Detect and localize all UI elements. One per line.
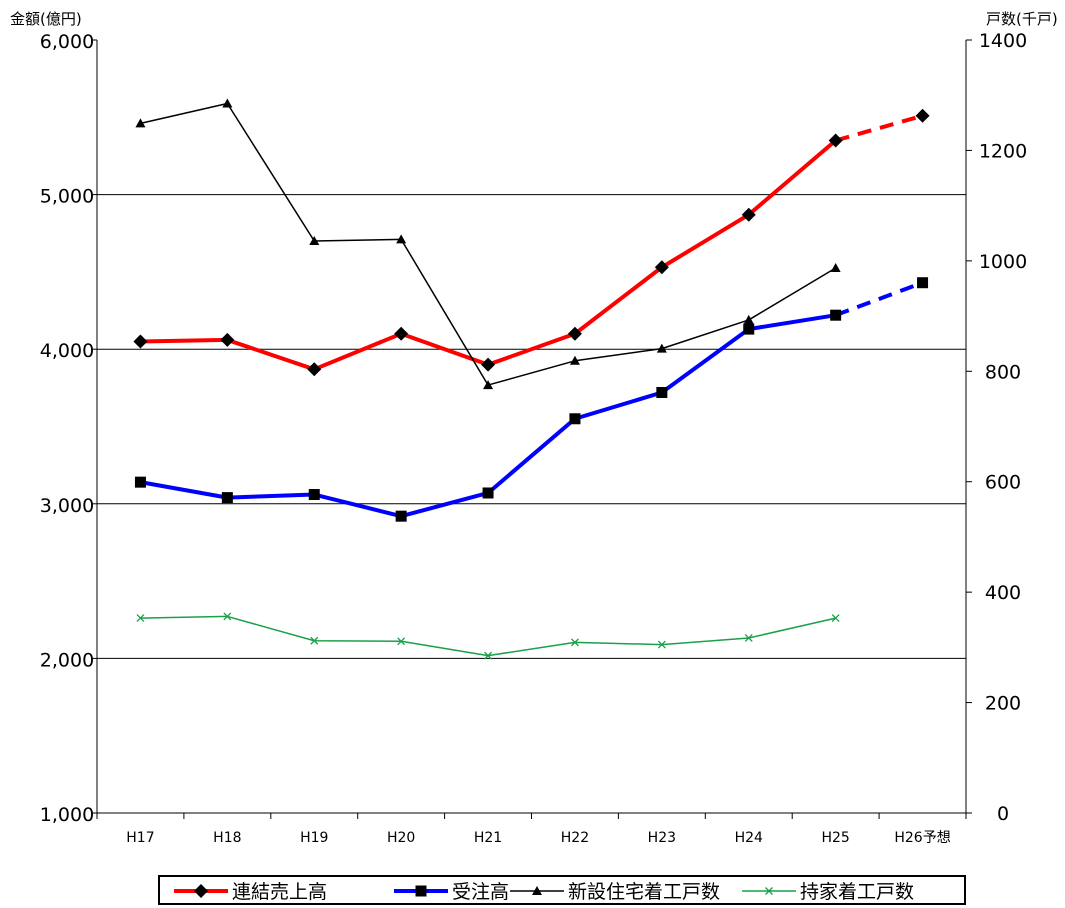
data-point-受注高 xyxy=(395,510,407,522)
data-point-新設住宅着工戸数 xyxy=(396,234,407,244)
marker-stroke xyxy=(570,638,579,647)
left-tick-label: 2,000 xyxy=(40,649,94,671)
left-axis-title: 金額(億円) xyxy=(10,10,82,28)
legend-marker xyxy=(765,887,773,895)
data-point-持家着工戸数 xyxy=(310,636,319,645)
right-tick-label: 1200 xyxy=(979,140,1027,162)
left-tick-label: 4,000 xyxy=(40,340,94,362)
data-point-連結売上高 xyxy=(654,260,669,275)
data-point-持家着工戸数 xyxy=(744,634,753,642)
legend-item: 新設住宅着工戸数 xyxy=(510,881,720,903)
x-tick-label: H17 xyxy=(126,830,154,846)
marker-stroke xyxy=(310,636,319,645)
data-point-受注高 xyxy=(134,476,146,488)
left-tick-label: 6,000 xyxy=(40,31,94,53)
data-point-連結売上高 xyxy=(741,207,756,222)
data-point-受注高 xyxy=(917,277,929,289)
marker-stroke xyxy=(657,640,666,649)
legend-marker xyxy=(194,884,208,898)
right-tick-label: 400 xyxy=(985,582,1021,604)
legend-item: 持家着工戸数 xyxy=(742,881,914,903)
right-tick-label: 600 xyxy=(985,472,1021,494)
marker-stroke xyxy=(744,634,753,642)
right-tick-label: 1400 xyxy=(979,30,1027,52)
data-point-持家着工戸数 xyxy=(831,614,840,623)
data-point-受注高 xyxy=(743,323,755,335)
marker-stroke xyxy=(397,637,406,646)
data-point-新設住宅着工戸数 xyxy=(135,118,146,128)
data-point-受注高 xyxy=(830,309,842,321)
marker-stroke xyxy=(765,887,773,895)
series-lines xyxy=(140,102,924,657)
legend-label: 連結売上高 xyxy=(232,881,327,903)
legend-label: 受注高 xyxy=(452,881,509,903)
x-tick-label: H21 xyxy=(474,830,502,846)
series-markers xyxy=(133,98,930,660)
x-tick-label: H24 xyxy=(735,830,763,846)
legend-marker xyxy=(415,885,427,897)
data-point-連結売上高 xyxy=(915,108,930,123)
legend-item: 受注高 xyxy=(394,881,509,903)
data-point-持家着工戸数 xyxy=(570,638,579,647)
axis-labels: 金額(億円) 戸数(千戸) 1,000 2,000 3,000 4,000 5,000 6… xyxy=(10,10,1058,846)
left-tick-label: 3,000 xyxy=(40,495,94,517)
axes xyxy=(91,39,972,819)
data-point-受注高 xyxy=(656,386,668,398)
legend-item: 連結売上高 xyxy=(174,881,327,903)
x-tick-label: H18 xyxy=(213,830,241,846)
data-point-新設住宅着工戸数 xyxy=(483,380,494,390)
series-line-連結売上高-forecast xyxy=(835,113,924,143)
x-tick-label: H26予想 xyxy=(894,830,950,846)
data-point-連結売上高 xyxy=(220,332,235,347)
x-tick-label: H19 xyxy=(300,830,328,846)
right-tick-label: 1000 xyxy=(979,251,1027,273)
data-point-新設住宅着工戸数 xyxy=(569,355,580,365)
data-point-連結売上高 xyxy=(307,362,322,377)
marker-stroke xyxy=(831,614,840,623)
right-tick-label: 200 xyxy=(985,693,1021,715)
legend-label: 持家着工戸数 xyxy=(800,881,914,903)
x-tick-label: H22 xyxy=(561,830,589,846)
x-tick-label: H20 xyxy=(387,830,415,846)
data-point-受注高 xyxy=(221,492,233,504)
data-point-持家着工戸数 xyxy=(136,614,145,623)
marker-stroke xyxy=(484,651,493,660)
legend-label: 新設住宅着工戸数 xyxy=(568,881,720,903)
marker-stroke xyxy=(136,614,145,623)
series-line-連結売上高 xyxy=(140,138,837,372)
right-axis-title: 戸数(千戸) xyxy=(986,10,1058,28)
data-point-新設住宅着工戸数 xyxy=(656,343,667,353)
left-tick-label: 5,000 xyxy=(40,186,94,208)
data-point-連結売上高 xyxy=(828,133,843,148)
series-line-持家着工戸数 xyxy=(140,615,836,657)
data-point-連結売上高 xyxy=(133,334,148,349)
data-point-連結売上高 xyxy=(394,326,409,341)
x-tick-label: H25 xyxy=(821,830,849,846)
data-point-受注高 xyxy=(482,487,494,499)
left-tick-label: 1,000 xyxy=(40,804,94,826)
data-point-新設住宅着工戸数 xyxy=(222,98,233,108)
x-tick-label: H23 xyxy=(648,830,676,846)
legend-marker xyxy=(532,886,542,895)
data-point-持家着工戸数 xyxy=(397,637,406,646)
data-point-持家着工戸数 xyxy=(657,640,666,649)
data-point-持家着工戸数 xyxy=(223,612,232,621)
data-point-受注高 xyxy=(308,489,320,501)
right-tick-label: 0 xyxy=(997,803,1009,825)
right-tick-label: 800 xyxy=(985,361,1021,383)
series-line-受注高-forecast xyxy=(834,280,924,318)
data-point-連結売上高 xyxy=(567,326,582,341)
data-point-新設住宅着工戸数 xyxy=(309,235,320,245)
data-point-連結売上高 xyxy=(481,357,496,372)
data-point-新設住宅着工戸数 xyxy=(743,314,754,324)
data-point-受注高 xyxy=(569,413,581,425)
legend: 連結売上高 受注高 新設住宅着工戸数 持家着工戸数 xyxy=(158,875,966,905)
data-point-持家着工戸数 xyxy=(484,651,493,660)
data-point-新設住宅着工戸数 xyxy=(830,263,841,273)
marker-stroke xyxy=(223,612,232,621)
